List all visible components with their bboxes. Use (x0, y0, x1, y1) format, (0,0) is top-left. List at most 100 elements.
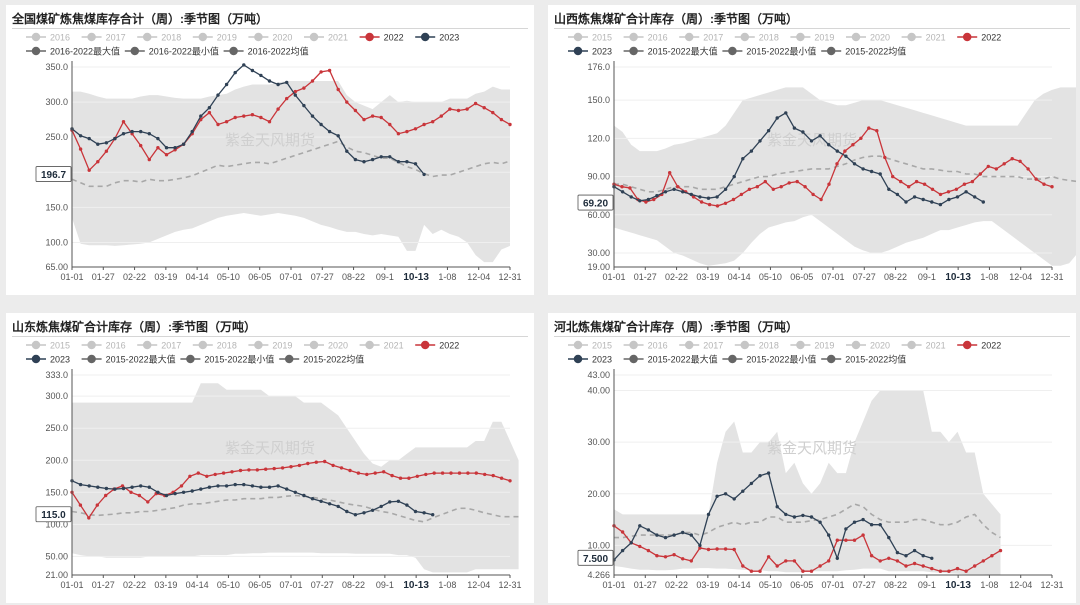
x-tick-label: 07-01 (279, 272, 302, 282)
data-point (365, 472, 369, 477)
data-point (87, 484, 91, 488)
data-point (285, 80, 289, 85)
legend-marker (728, 354, 737, 364)
y-tick-label: 150.0 (45, 487, 68, 497)
data-point (787, 181, 791, 185)
data-point (922, 182, 927, 186)
data-point (749, 569, 754, 573)
legend-item: 2018 (734, 341, 779, 351)
data-point (723, 187, 728, 191)
legend-item: 2023 (568, 355, 612, 365)
data-point (827, 143, 831, 147)
legend-label: 2022 (981, 33, 1001, 43)
data-point (327, 502, 332, 506)
data-point (205, 474, 209, 478)
mean-line (71, 140, 511, 188)
data-point (689, 533, 693, 537)
data-point (644, 200, 648, 204)
data-point (887, 187, 891, 191)
data-point (432, 471, 436, 475)
legend-label: 2021 (328, 33, 348, 43)
chart-canvas: 2015 2016 2017 2018 2019 2020 2021 2022 2023 2015… (568, 32, 1076, 283)
data-point (930, 566, 934, 571)
data-point (362, 511, 366, 515)
data-point (899, 179, 903, 184)
legend-label: 2022 (384, 33, 404, 43)
data-point (78, 482, 83, 487)
legend-label: 2021 (926, 341, 946, 351)
data-point (706, 547, 711, 552)
data-point (390, 473, 394, 478)
legend-label: 2018 (161, 33, 181, 43)
data-point (973, 195, 977, 199)
x-tick-label: 02-22 (123, 272, 146, 282)
x-tick-label: 12-31 (498, 272, 521, 282)
data-point (954, 187, 959, 191)
legend-marker (87, 354, 96, 364)
legend-marker (907, 32, 916, 42)
data-point (620, 190, 625, 194)
data-point (895, 559, 900, 563)
chart-canvas: 2015 2016 2017 2018 2019 2020 2021 2022 2023 2015… (568, 340, 1064, 591)
data-point (293, 490, 297, 494)
data-point (379, 115, 383, 120)
legend-label: 2022 (981, 341, 1001, 351)
y-tick-label: 50.00 (45, 551, 68, 561)
legend-label: 2021 (926, 33, 946, 43)
x-tick-label: 02-22 (665, 580, 688, 590)
data-point (914, 179, 919, 184)
x-tick-label: 06-05 (248, 272, 271, 282)
data-point (233, 115, 237, 120)
x-tick-label: 09-1 (918, 272, 936, 282)
legend-marker (851, 32, 861, 42)
chart-title: 河北炼焦煤矿合计库存（周）:季节图（万吨） (554, 320, 798, 334)
legend-marker (254, 32, 263, 42)
legend-marker (907, 340, 916, 350)
legend-item: 2018 (734, 33, 779, 43)
data-point (216, 93, 220, 97)
x-tick-label: 02-22 (123, 580, 146, 590)
data-point (319, 122, 323, 127)
data-point (164, 146, 169, 150)
data-point (698, 195, 702, 199)
data-point (869, 169, 874, 174)
y-tick-label: 350.0 (45, 62, 68, 72)
data-point (104, 486, 109, 491)
data-point (449, 471, 453, 475)
data-point (302, 103, 306, 108)
data-point (173, 491, 177, 496)
data-point (431, 120, 435, 124)
x-tick-label: 12-04 (467, 580, 490, 590)
legend-item: 2015-2022最小值 (722, 46, 816, 57)
data-point (362, 160, 366, 164)
x-tick-label: 06-05 (248, 580, 271, 590)
data-point (755, 185, 759, 189)
data-point (113, 487, 117, 491)
data-point (250, 484, 255, 488)
data-point (345, 149, 349, 153)
x-tick-label: 07-01 (279, 580, 302, 590)
x-tick-label: 12-31 (1040, 272, 1063, 282)
data-point (811, 192, 815, 197)
legend-marker (142, 340, 152, 350)
data-point (323, 459, 327, 464)
data-point (749, 149, 754, 153)
data-point (715, 494, 719, 498)
chart-title: 全国煤矿炼焦煤库存合计（周）:季节图（万吨） (12, 12, 268, 26)
data-point (302, 86, 306, 90)
data-point (638, 199, 642, 203)
legend-item: 2015-2022最小值 (180, 354, 274, 365)
data-point (818, 134, 822, 138)
legend-marker (573, 354, 583, 364)
data-point (121, 486, 126, 491)
x-tick-label: 08-22 (342, 272, 365, 282)
data-point (96, 485, 100, 489)
data-point (809, 139, 814, 143)
badge-box (577, 194, 614, 211)
data-point (946, 190, 951, 194)
legend-label: 2021 (384, 341, 404, 351)
data-point (844, 527, 848, 531)
data-point (964, 569, 968, 573)
data-point (224, 82, 229, 87)
y-tick-label: 100.0 (45, 519, 68, 529)
